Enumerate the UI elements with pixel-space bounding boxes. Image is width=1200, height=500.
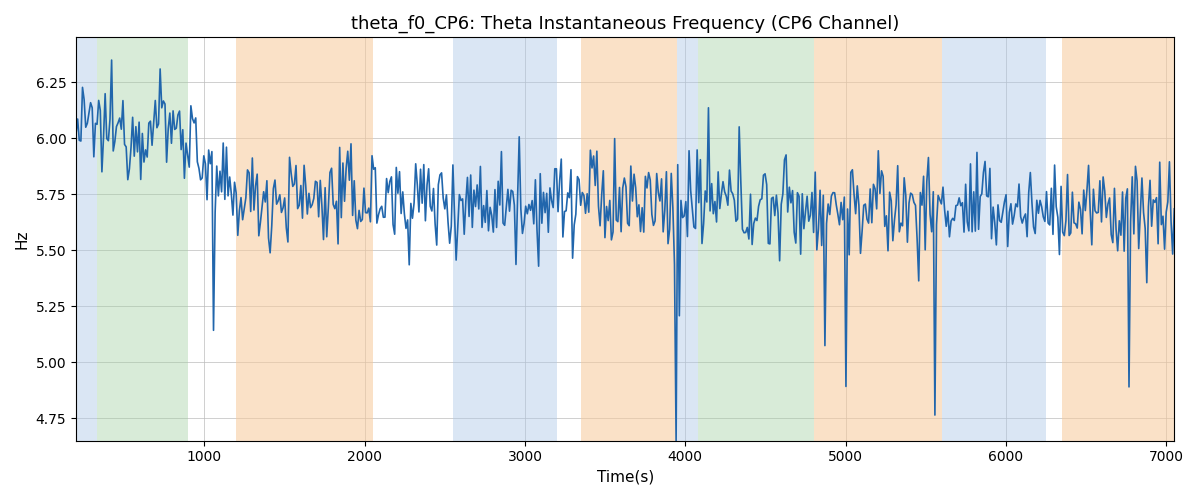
Bar xyxy=(698,38,814,440)
Bar xyxy=(236,38,373,440)
Bar xyxy=(76,38,97,440)
Title: theta_f0_CP6: Theta Instantaneous Frequency (CP6 Channel): theta_f0_CP6: Theta Instantaneous Freque… xyxy=(350,15,899,34)
Bar xyxy=(942,38,1046,440)
Bar xyxy=(814,38,942,440)
Bar xyxy=(97,38,188,440)
Bar xyxy=(1062,38,1175,440)
Bar xyxy=(581,38,677,440)
Bar xyxy=(677,38,698,440)
X-axis label: Time(s): Time(s) xyxy=(596,470,654,485)
Bar xyxy=(452,38,557,440)
Y-axis label: Hz: Hz xyxy=(14,230,30,249)
